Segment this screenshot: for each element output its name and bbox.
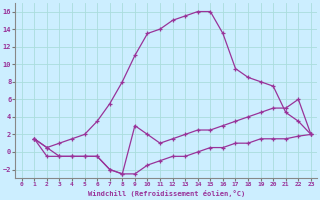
X-axis label: Windchill (Refroidissement éolien,°C): Windchill (Refroidissement éolien,°C) <box>88 190 245 197</box>
